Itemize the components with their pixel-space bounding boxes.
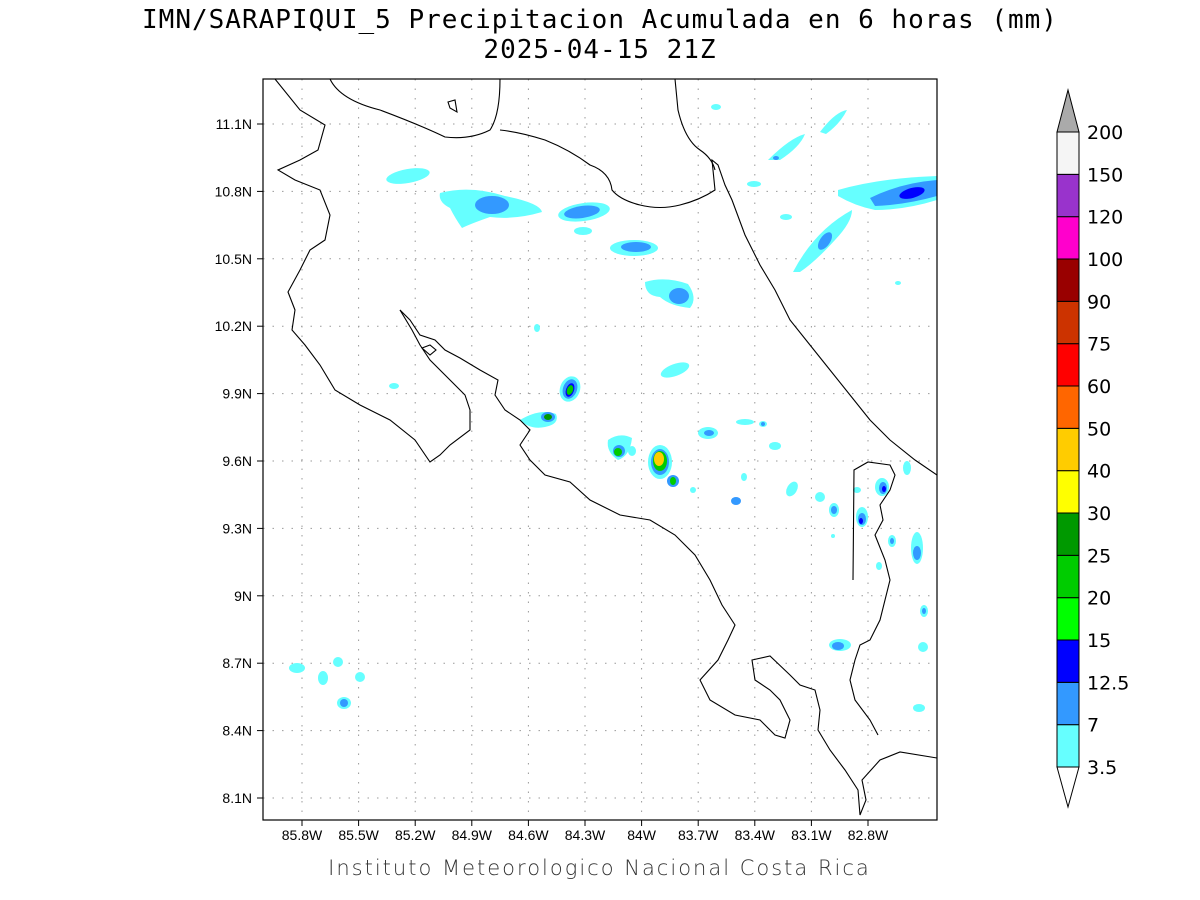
lat-tick-label: 10.8N <box>215 183 252 199</box>
lat-tick-label: 11.1N <box>216 116 252 132</box>
precip-cell <box>559 376 581 402</box>
colorbar-level-label: 3.5 <box>1087 757 1117 779</box>
colorbar-over-arrow <box>1056 88 1080 133</box>
precip-cell <box>607 435 636 460</box>
colorbar-swatch <box>1056 385 1080 429</box>
precip-cell <box>793 210 852 272</box>
lat-tick-label: 9.3N <box>222 520 252 536</box>
coastline-borders <box>274 79 937 816</box>
colorbar-level-label: 90 <box>1087 291 1111 313</box>
lake-island <box>447 99 458 114</box>
colorbar-level-label: 7 <box>1087 715 1099 737</box>
colorbar-swatch <box>1056 639 1080 683</box>
map-frame <box>262 78 938 821</box>
precip-cell <box>698 419 798 505</box>
map-title: IMN/SARAPIQUI_5 Precipitacion Acumulada … <box>142 5 1058 35</box>
colorbar: 3.5 7 12.5 15 20 25 30 40 50 60 75 90 100 120 150 200 <box>1056 88 1129 809</box>
lon-tick-label: 85.5W <box>338 827 379 843</box>
colorbar-swatch <box>1056 300 1080 345</box>
lon-tick-label: 84.9W <box>452 827 493 843</box>
colorbar-level-label: 15 <box>1087 630 1111 652</box>
colorbar-swatch <box>1056 131 1080 175</box>
nicaragua-coast <box>674 79 716 171</box>
lat-tick-label: 8.7N <box>222 655 252 671</box>
colorbar-level-label: 150 <box>1087 164 1123 186</box>
colorbar-level-label: 60 <box>1087 376 1111 398</box>
graticule-grid <box>263 79 937 820</box>
guanacaste-coast <box>274 79 471 463</box>
precip-cell <box>558 202 610 235</box>
colorbar-swatch <box>1056 554 1080 599</box>
colorbar-swatch <box>1056 343 1080 387</box>
lon-tick-label: 85.2W <box>395 827 436 843</box>
lat-tick-label: 8.4N <box>222 723 252 739</box>
precip-cell <box>711 104 847 220</box>
lon-tick-label: 84.3W <box>565 827 606 843</box>
axis-labels: 11.1N 10.8N 10.5N 10.2N 9.9N 9.6N 9.3N 9N 8.7N 8.… <box>215 116 889 843</box>
panama-border <box>849 461 896 736</box>
colorbar-swatch <box>1056 597 1080 641</box>
colorbar-level-label: 25 <box>1087 545 1111 567</box>
colorbar-level-label: 12.5 <box>1087 672 1129 694</box>
colorbar-swatch <box>1056 724 1080 768</box>
colorbar-level-label: 100 <box>1087 249 1123 271</box>
precipitation-layer <box>289 104 937 712</box>
precip-cell <box>645 279 694 308</box>
footer-credit: Instituto Meteorologico Nacional Costa R… <box>328 856 871 880</box>
colorbar-swatch <box>1056 258 1080 302</box>
lon-tick-label: 83.4W <box>735 827 776 843</box>
colorbar-swatch <box>1056 512 1080 556</box>
pacific-coast <box>399 309 937 816</box>
precip-cell <box>389 324 690 389</box>
colorbar-level-label: 75 <box>1087 334 1111 356</box>
lat-tick-label: 9.6N <box>222 453 252 469</box>
colorbar-level-label: 30 <box>1087 503 1111 525</box>
colorbar-level-label: 40 <box>1087 461 1111 483</box>
precip-cell <box>386 168 430 184</box>
lon-tick-label: 83.7W <box>678 827 719 843</box>
nicoya-island <box>420 344 437 356</box>
colorbar-level-label: 20 <box>1087 588 1111 610</box>
colorbar-swatch <box>1056 427 1080 472</box>
colorbar-swatch <box>1056 173 1080 218</box>
lat-tick-label: 9.9N <box>222 386 252 402</box>
lon-tick-label: 82.8W <box>848 827 889 843</box>
precip-cell <box>610 240 658 256</box>
colorbar-swatch <box>1056 216 1080 260</box>
colorbar-under-arrow <box>1056 766 1080 809</box>
precip-cell <box>520 412 557 428</box>
lon-tick-label: 83.1W <box>791 827 832 843</box>
precip-cell <box>439 189 542 228</box>
lat-tick-label: 9N <box>234 588 252 604</box>
precip-cell <box>815 461 928 712</box>
lon-tick-label: 85.8W <box>282 827 323 843</box>
lat-tick-label: 8.1N <box>222 790 252 806</box>
map-subtitle-datetime: 2025-04-15 21Z <box>483 35 717 65</box>
precip-cell <box>289 657 365 709</box>
precip-cell <box>648 445 696 493</box>
colorbar-level-label: 50 <box>1087 418 1111 440</box>
lon-tick-label: 84.6W <box>508 827 549 843</box>
colorbar-swatch <box>1056 470 1080 514</box>
lat-tick-label: 10.2N <box>215 318 252 334</box>
colorbar-level-label: 200 <box>1087 122 1123 144</box>
lon-tick-label: 84W <box>627 827 657 843</box>
lake-nicaragua-shore <box>329 79 501 139</box>
lat-tick-label: 10.5N <box>215 251 252 267</box>
precip-cell <box>838 176 937 285</box>
colorbar-swatch <box>1056 681 1080 726</box>
colorbar-level-label: 120 <box>1087 207 1123 229</box>
caribbean-coast <box>499 129 937 476</box>
